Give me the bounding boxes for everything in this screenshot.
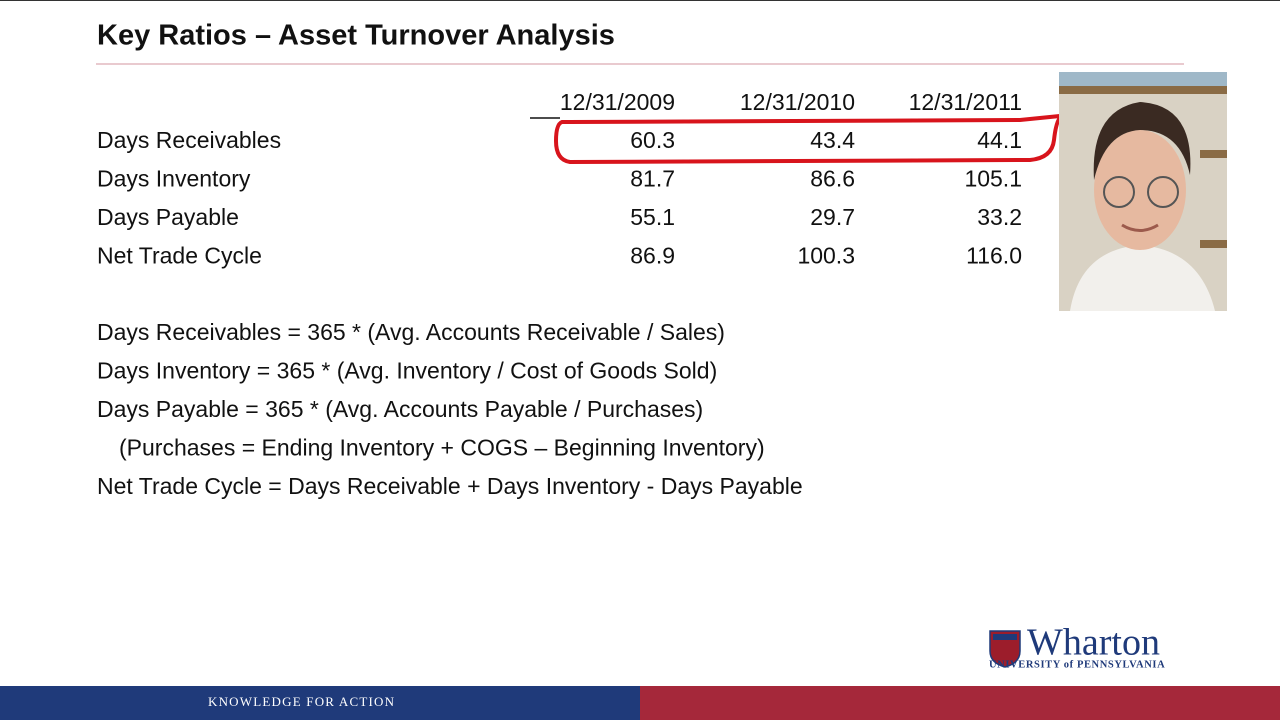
highlight-annotation — [553, 113, 1062, 165]
wharton-logo: Wharton UNIVERSITY of PENNSYLVANIA — [989, 622, 1165, 671]
column-header: 12/31/2009 — [560, 89, 675, 115]
column-header: 12/31/2011 — [909, 89, 1022, 115]
ratio-table: 12/31/2009 12/31/2010 12/31/2011 Days Recei… — [97, 89, 1022, 269]
cell-value: 81.7 — [630, 166, 675, 192]
logo-subtitle: UNIVERSITY of PENNSYLVANIA — [989, 659, 1165, 670]
row-label: Days Inventory — [97, 166, 251, 192]
cell-value: 55.1 — [630, 204, 675, 230]
cell-value: 43.4 — [810, 127, 855, 153]
cell-value: 33.2 — [977, 204, 1022, 230]
cell-value: 44.1 — [977, 127, 1022, 153]
row-label: Days Payable — [97, 204, 239, 230]
cell-value: 116.0 — [966, 243, 1022, 269]
row-label: Days Receivables — [97, 127, 281, 153]
cell-value: 100.3 — [797, 243, 855, 269]
cell-value: 29.7 — [810, 204, 855, 230]
slide-title: Key Ratios – Asset Turnover Analysis — [97, 20, 615, 52]
presenter-video — [1059, 72, 1227, 311]
footer-tagline: KNOWLEDGE FOR ACTION — [208, 694, 395, 709]
footer-red — [640, 686, 1280, 720]
column-header: 12/31/2010 — [740, 89, 855, 115]
logo-name: Wharton — [1027, 622, 1160, 664]
formula-list: Days Receivables = 365 * (Avg. Accounts … — [97, 319, 803, 499]
cell-value: 60.3 — [630, 127, 675, 153]
row-label: Net Trade Cycle — [97, 243, 262, 269]
formula-line: Days Receivables = 365 * (Avg. Accounts … — [97, 319, 725, 345]
footer-blue — [0, 686, 640, 720]
formula-line: Net Trade Cycle = Days Receivable + Days… — [97, 473, 803, 499]
cell-value: 86.9 — [630, 243, 675, 269]
formula-line: Days Inventory = 365 * (Avg. Inventory /… — [97, 358, 717, 384]
cell-value: 86.6 — [810, 166, 855, 192]
formula-line: (Purchases = Ending Inventory + COGS – B… — [119, 435, 765, 461]
cell-value: 105.1 — [964, 166, 1022, 192]
formula-line: Days Payable = 365 * (Avg. Accounts Paya… — [97, 396, 703, 422]
